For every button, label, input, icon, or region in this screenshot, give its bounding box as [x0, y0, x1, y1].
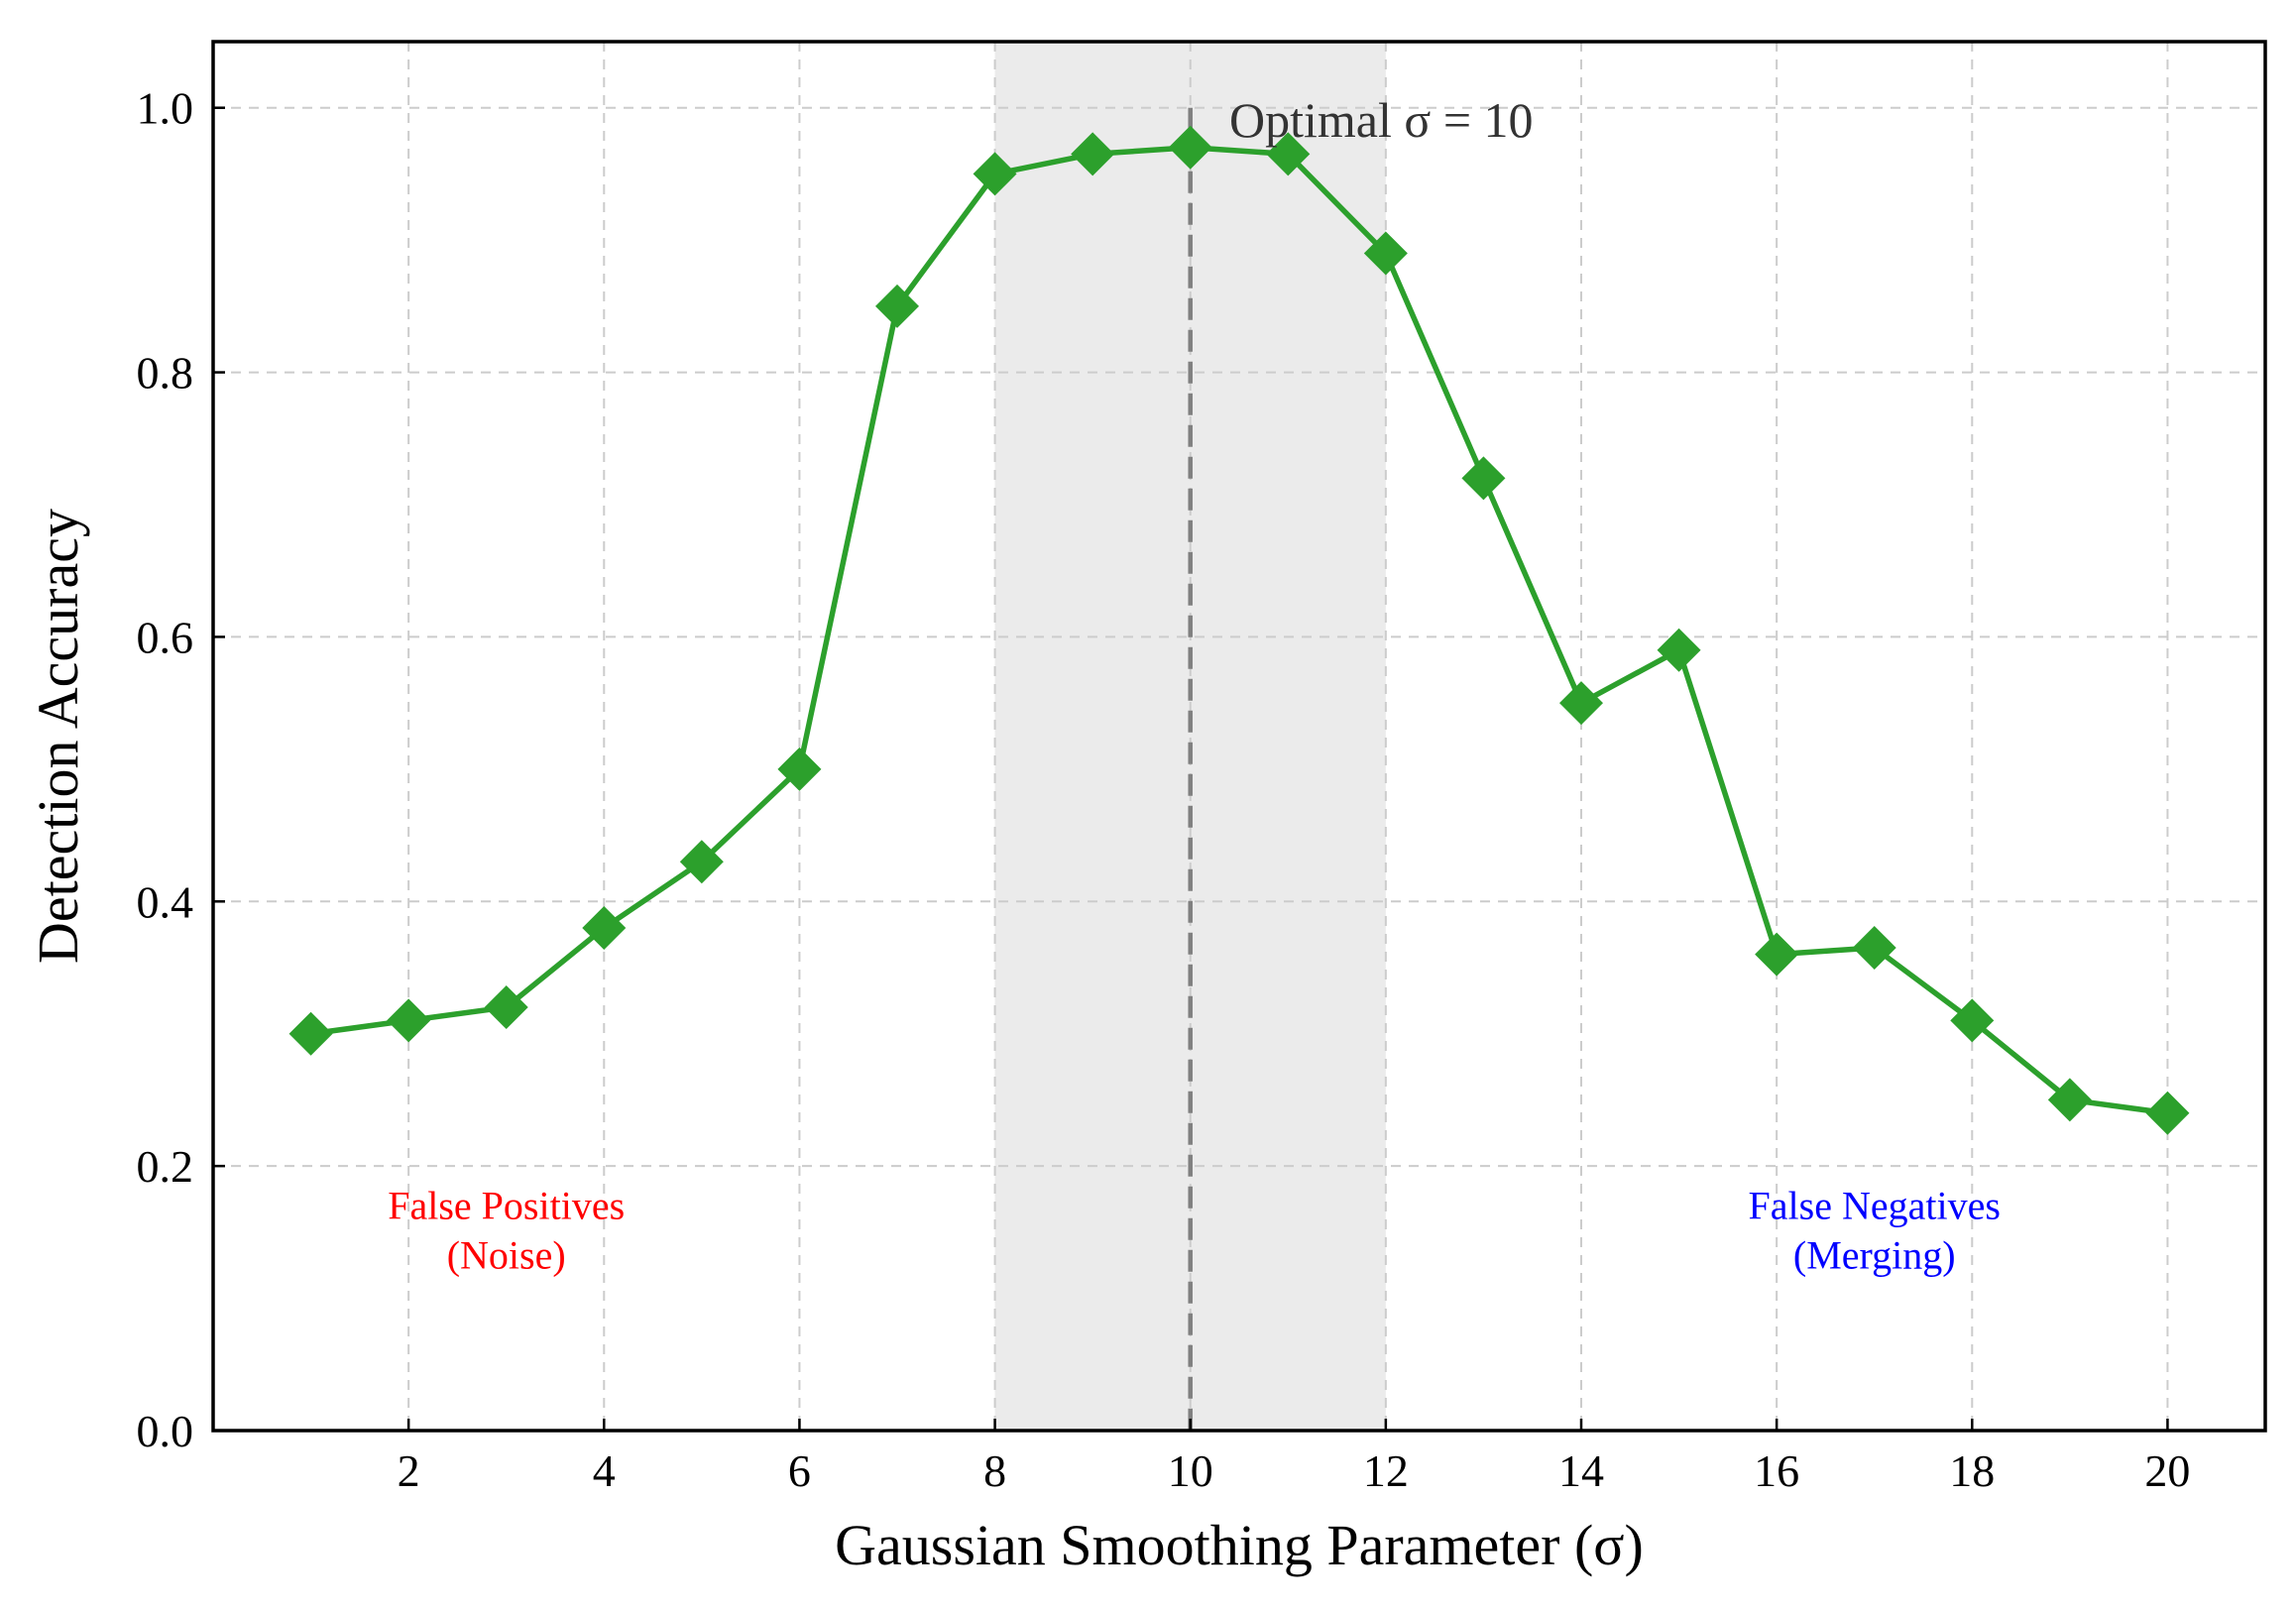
data-point-marker [1559, 681, 1603, 726]
data-point-marker [777, 747, 822, 791]
x-tick-label: 16 [1754, 1445, 1799, 1496]
y-tick-label: 0.0 [137, 1406, 194, 1456]
y-tick-label: 1.0 [137, 83, 194, 134]
x-axis-label: Gaussian Smoothing Parameter (σ) [835, 1513, 1644, 1577]
data-point-marker [2047, 1078, 2092, 1122]
annotation-layer: Optimal σ = 10 False Positives (Noise) Fals… [388, 92, 2001, 1277]
x-tick-label: 12 [1363, 1445, 1409, 1496]
data-point-marker [1168, 125, 1212, 170]
data-point-marker [1852, 925, 1896, 970]
x-tick-label: 4 [593, 1445, 616, 1496]
data-point-marker [1755, 932, 1799, 977]
grid-layer [213, 42, 2265, 1431]
data-point-marker [1461, 456, 1506, 501]
false-positives-annotation-line: (Noise) [447, 1233, 566, 1278]
data-point-marker [973, 152, 1017, 196]
data-point-marker [387, 998, 431, 1043]
data-point-marker [1657, 628, 1701, 672]
y-axis-label: Detection Accuracy [26, 509, 90, 964]
data-point-marker [1266, 132, 1311, 176]
y-tick-label: 0.4 [137, 876, 194, 927]
tick-layer: 2 4 6 8 10 12 14 16 18 20 0.0 0.2 0.4 0.6 0.8 1.0 [137, 83, 2191, 1496]
data-point-marker [288, 1011, 333, 1056]
y-tick-label: 0.6 [137, 612, 194, 662]
x-tick-label: 18 [1949, 1445, 1995, 1496]
x-tick-label: 2 [398, 1445, 420, 1496]
y-tick-label: 0.8 [137, 348, 194, 399]
data-point-marker [1071, 132, 1115, 176]
x-tick-label: 10 [1168, 1445, 1213, 1496]
data-point-marker [2145, 1091, 2190, 1135]
data-point-marker [484, 985, 528, 1030]
data-point-marker [679, 840, 724, 884]
x-tick-label: 8 [983, 1445, 1006, 1496]
series-layer [288, 125, 2190, 1135]
x-tick-label: 14 [1558, 1445, 1604, 1496]
y-tick-label: 0.2 [137, 1141, 194, 1192]
data-point-marker [875, 284, 919, 328]
false-negatives-annotation-line: (Merging) [1793, 1233, 1956, 1278]
false-negatives-annotation-line: False Negatives [1749, 1184, 2001, 1228]
data-point-marker [1950, 998, 1995, 1043]
x-tick-label: 6 [788, 1445, 811, 1496]
optimal-sigma-annotation: Optimal σ = 10 [1229, 92, 1534, 148]
false-positives-annotation-line: False Positives [388, 1184, 625, 1228]
data-point-marker [1363, 231, 1408, 276]
data-point-marker [582, 905, 627, 950]
x-tick-label: 20 [2144, 1445, 2190, 1496]
plot-frame-layer [211, 40, 2267, 1433]
plot-frame [211, 40, 2267, 1433]
